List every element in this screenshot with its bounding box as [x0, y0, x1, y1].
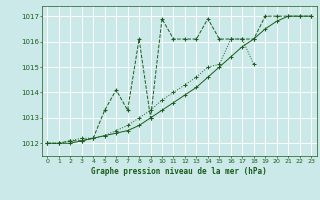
X-axis label: Graphe pression niveau de la mer (hPa): Graphe pression niveau de la mer (hPa) — [91, 167, 267, 176]
